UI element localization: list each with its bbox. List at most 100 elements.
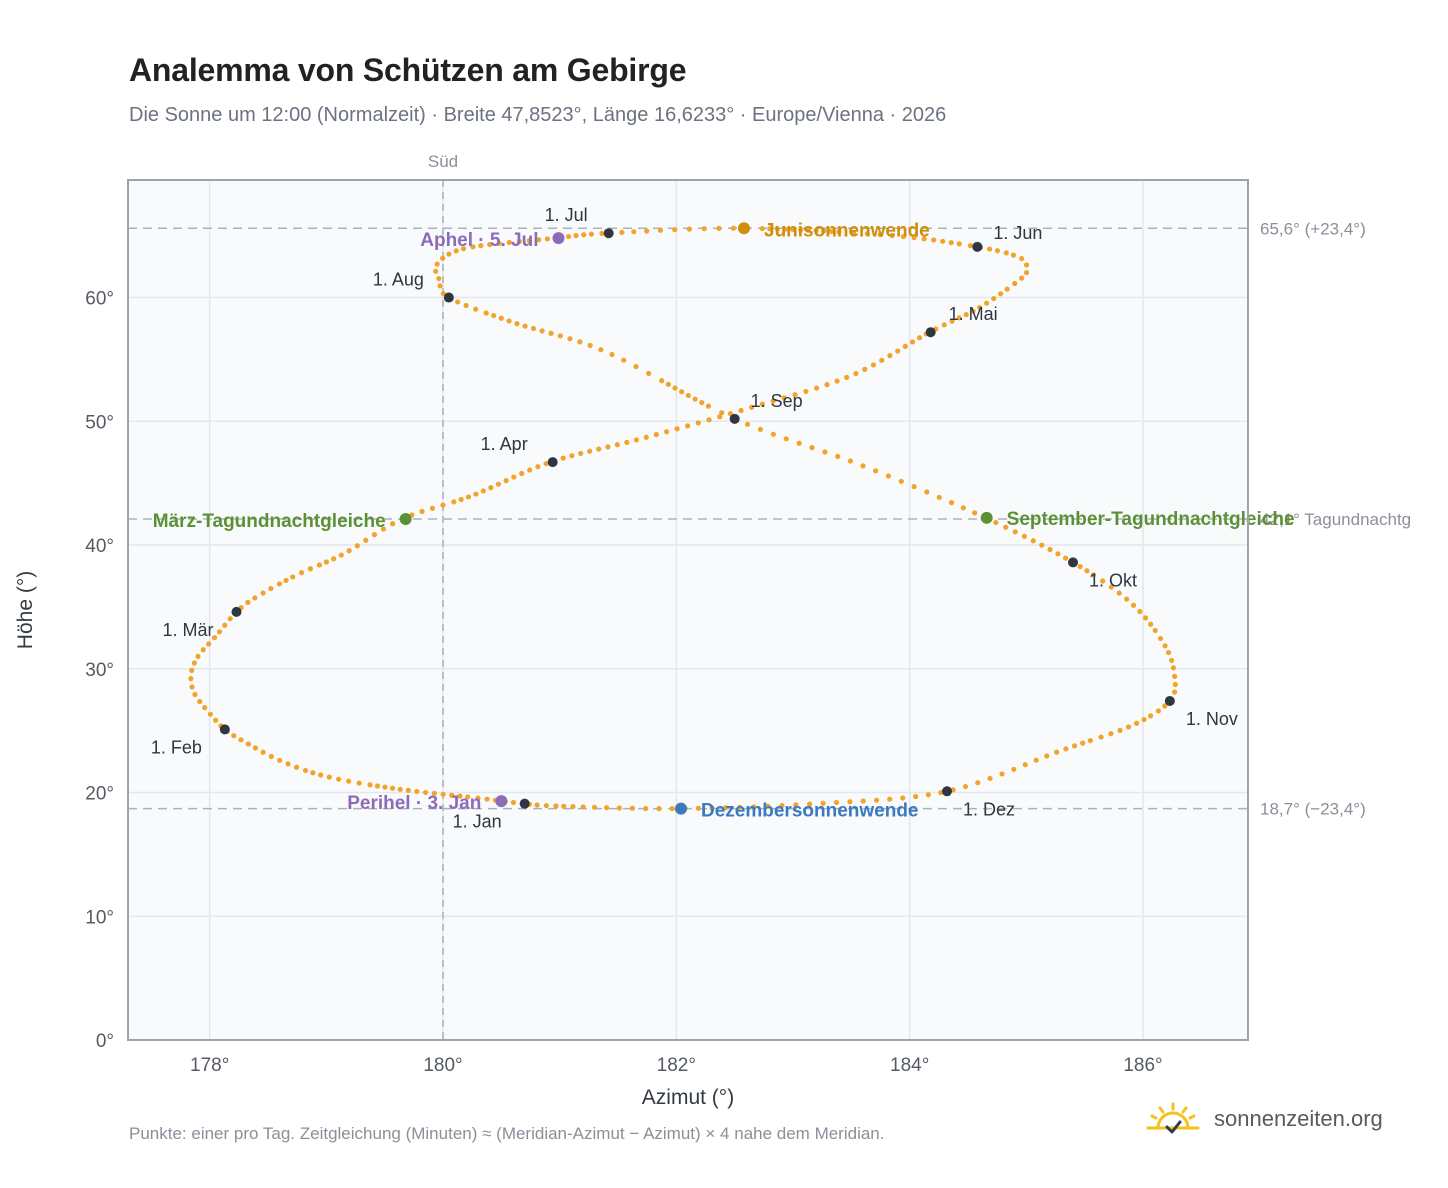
- y-tick-label: 50°: [85, 412, 114, 433]
- brand-name[interactable]: sonnenzeiten.org: [1214, 1106, 1383, 1131]
- daily-point: [389, 785, 396, 791]
- daily-point: [994, 248, 1001, 254]
- daily-point: [487, 241, 493, 248]
- daily-point: [1171, 689, 1178, 695]
- daily-point: [1172, 681, 1178, 688]
- daily-point: [1108, 584, 1114, 590]
- daily-point: [631, 229, 637, 235]
- reference-line-label: 18,7° (−23,4°): [1260, 800, 1366, 819]
- daily-point: [506, 318, 512, 324]
- daily-point: [587, 448, 593, 454]
- daily-point: [783, 436, 789, 442]
- daily-point: [207, 711, 214, 717]
- daily-point: [695, 420, 701, 426]
- daily-point: [1054, 749, 1060, 755]
- month-marker: [547, 457, 558, 468]
- daily-point: [686, 226, 692, 232]
- daily-point: [629, 805, 635, 811]
- daily-point: [798, 227, 804, 233]
- daily-point: [473, 491, 479, 497]
- daily-point: [336, 776, 342, 782]
- daily-point: [577, 339, 583, 345]
- sun-check-icon: [1146, 1102, 1200, 1134]
- daily-point: [738, 407, 744, 414]
- daily-point: [940, 238, 946, 244]
- daily-point: [864, 231, 870, 237]
- daily-point: [705, 403, 712, 409]
- daily-point: [245, 599, 251, 605]
- daily-point: [834, 378, 840, 384]
- daily-point: [1170, 665, 1177, 671]
- daily-point: [759, 225, 765, 232]
- daily-point: [596, 446, 602, 452]
- daily-point: [706, 417, 712, 423]
- daily-point: [963, 311, 969, 318]
- event-label: Perihel · 3. Jan: [347, 793, 481, 814]
- daily-point: [553, 803, 559, 809]
- event-label: September-Tagundnachtgleiche: [1007, 509, 1295, 530]
- daily-point: [614, 442, 620, 448]
- daily-point: [1019, 255, 1025, 262]
- daily-point: [1063, 746, 1069, 752]
- daily-point: [1098, 734, 1104, 740]
- daily-point: [993, 519, 999, 526]
- daily-point: [895, 348, 901, 354]
- brand[interactable]: sonnenzeiten.org: [1146, 1102, 1383, 1136]
- daily-point: [1021, 533, 1028, 539]
- daily-point: [189, 667, 195, 673]
- daily-point: [1148, 713, 1154, 719]
- daily-point: [285, 761, 291, 767]
- daily-point: [1087, 737, 1093, 744]
- daily-point: [390, 521, 396, 527]
- plot-area: [128, 180, 1248, 1040]
- daily-point: [836, 229, 842, 235]
- daily-point: [245, 741, 251, 747]
- daily-point: [646, 370, 652, 377]
- daily-point: [1044, 753, 1050, 759]
- x-tick-label: 178°: [190, 1055, 229, 1076]
- event-marker: [675, 802, 687, 815]
- daily-point: [252, 745, 258, 751]
- daily-point: [206, 641, 212, 647]
- daily-point: [685, 392, 691, 399]
- daily-point: [948, 500, 955, 506]
- daily-point: [885, 473, 892, 479]
- daily-point: [887, 796, 893, 802]
- daily-point: [749, 404, 755, 410]
- daily-point: [371, 532, 378, 538]
- daily-point: [338, 552, 344, 558]
- daily-point: [216, 629, 223, 635]
- daily-point: [1117, 727, 1123, 733]
- daily-point: [323, 559, 330, 565]
- daily-point: [924, 489, 930, 495]
- month-markers: 1. Jan 1. Feb 1. Mär 1. Apr 1. Mai 1. Jun 1. J…: [151, 205, 1238, 831]
- daily-point: [238, 737, 244, 743]
- month-marker: [925, 327, 936, 338]
- daily-point: [782, 226, 788, 232]
- event-label: Junisonnenwende: [764, 220, 930, 241]
- daily-point: [948, 239, 954, 246]
- daily-point: [809, 445, 815, 451]
- daily-point: [544, 236, 550, 242]
- y-tick-label: 30°: [85, 660, 114, 681]
- month-marker: [219, 724, 230, 735]
- daily-point: [470, 244, 476, 250]
- daily-point: [716, 225, 722, 231]
- axes: 178° 180° 182° 184° 186° 0° 10° 20° 30° 40° 50° 60°…: [14, 289, 1163, 1109]
- daily-point: [1172, 673, 1178, 679]
- daily-point: [293, 764, 300, 770]
- daily-point: [835, 453, 841, 460]
- daily-point: [672, 227, 678, 233]
- daily-point: [805, 227, 811, 233]
- daily-point: [510, 799, 517, 806]
- daily-point: [200, 647, 206, 653]
- daily-point: [1033, 757, 1039, 763]
- daily-point: [1047, 546, 1053, 553]
- daily-point: [1162, 643, 1168, 649]
- month-label: 1. Jun: [993, 223, 1042, 243]
- daily-point: [346, 548, 352, 554]
- daily-point: [276, 581, 283, 587]
- daily-point: [331, 556, 337, 562]
- daily-point: [887, 353, 893, 359]
